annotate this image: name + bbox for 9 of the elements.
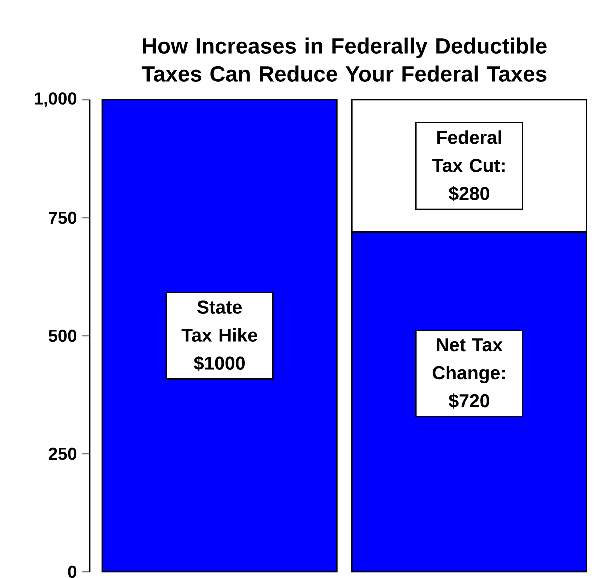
y-tick-label: 750 [49, 212, 77, 224]
annotation: State Tax Hike $1000 [182, 300, 258, 372]
y-tick-label: 250 [48, 448, 77, 460]
y-tick-label: 0 [68, 566, 77, 578]
y-tick-label: 1,000 [35, 92, 77, 108]
annotation: Net Tax Change: $720 [432, 338, 506, 409]
chart-title: How Increases in Federally Deductible Taxes Can Reduce Your Federal Taxes [142, 38, 547, 82]
y-tick-label: 500 [48, 330, 77, 342]
annotation: Federal Tax Cut: $280 [432, 130, 505, 202]
